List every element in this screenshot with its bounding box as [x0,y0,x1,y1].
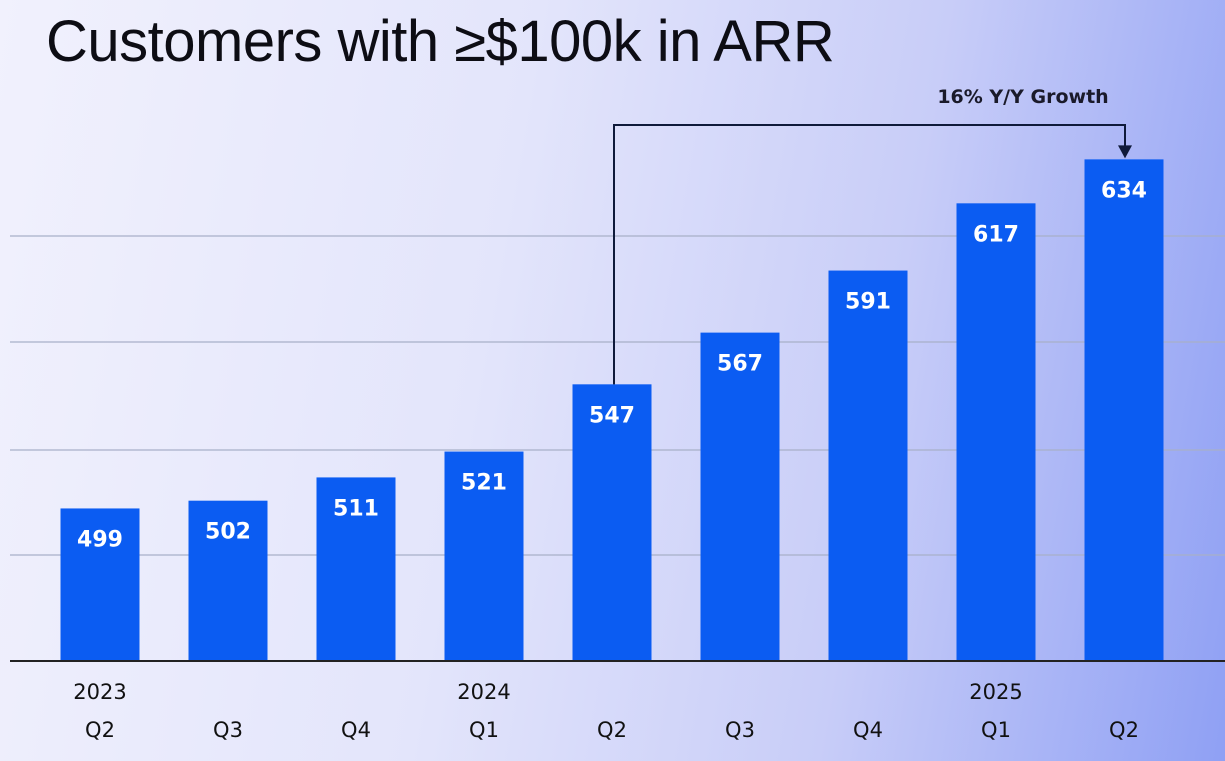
x-year-label: 2025 [969,680,1022,704]
bar-value-label: 547 [589,403,635,428]
x-tick-label: Q1 [981,718,1011,742]
bar [188,500,268,661]
bar-value-label: 499 [77,527,123,552]
x-tick-label: Q2 [85,718,115,742]
bar-value-label: 502 [205,520,251,545]
bar [60,508,140,661]
x-year-label: 2024 [457,680,510,704]
x-year-label: 2023 [73,680,126,704]
x-tick-label: Q2 [597,718,627,742]
bar-value-label: 617 [973,222,1019,247]
bar [316,477,396,661]
x-tick-label: Q2 [1109,718,1139,742]
x-tick-label: Q3 [725,718,755,742]
growth-annotation-label: 16% Y/Y Growth [937,86,1108,108]
chart-title: Customers with ≥$100k in ARR [46,9,835,74]
bar-value-label: 521 [461,471,507,496]
bar-value-label: 634 [1101,178,1147,203]
x-tick-label: Q1 [469,718,499,742]
x-tick-label: Q4 [341,718,371,742]
bar-value-label: 567 [717,352,763,377]
bar [956,203,1036,662]
bar [700,332,780,661]
bar [828,270,908,661]
bar [444,451,524,661]
growth-connector-line [613,124,1126,385]
bar-value-label: 591 [845,290,891,315]
bar [572,384,652,661]
bar-value-label: 511 [333,496,379,521]
x-tick-label: Q4 [853,718,883,742]
growth-arrowhead [1118,145,1132,159]
bar [1084,159,1164,661]
x-tick-label: Q3 [213,718,243,742]
